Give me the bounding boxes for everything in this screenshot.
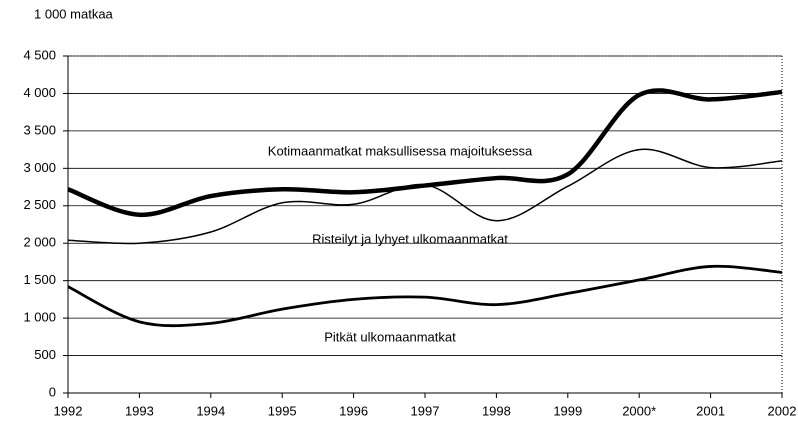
y-tick-label: 3 500 (23, 122, 56, 137)
y-tick-label: 4 500 (23, 47, 56, 62)
x-tick-label: 1997 (411, 403, 440, 418)
y-axis-label: 1 000 matkaa (34, 6, 114, 21)
y-tick-label: 500 (34, 347, 56, 362)
series-line (67, 264, 783, 328)
y-tick-label: 0 (49, 384, 56, 399)
y-tick-label: 1 000 (23, 310, 56, 325)
x-tick-label: 2002 (768, 403, 797, 418)
y-tick-label: 2 500 (23, 197, 56, 212)
x-tick-label: 1995 (268, 403, 297, 418)
series-label: Pitkät ulkomaanmatkat (324, 329, 456, 344)
x-tick-label: 1994 (196, 403, 225, 418)
series-line (67, 148, 783, 245)
x-tick-label: 1996 (339, 403, 368, 418)
y-tick-label: 1 500 (23, 272, 56, 287)
x-tick-label: 1999 (553, 403, 582, 418)
x-tick-label: 1998 (482, 403, 511, 418)
y-tick-label: 3 000 (23, 160, 56, 175)
x-tick-label: 1992 (54, 403, 83, 418)
y-tick-label: 2 000 (23, 235, 56, 250)
y-tick-label: 4 000 (23, 85, 56, 100)
x-tick-label: 2001 (696, 403, 725, 418)
x-tick-label: 1993 (125, 403, 154, 418)
x-tick-label: 2000* (622, 403, 656, 418)
series-label: Risteilyt ja lyhyet ulkomaanmatkat (312, 231, 508, 246)
series-label: Kotimaanmatkat maksullisessa majoitukses… (268, 143, 533, 158)
